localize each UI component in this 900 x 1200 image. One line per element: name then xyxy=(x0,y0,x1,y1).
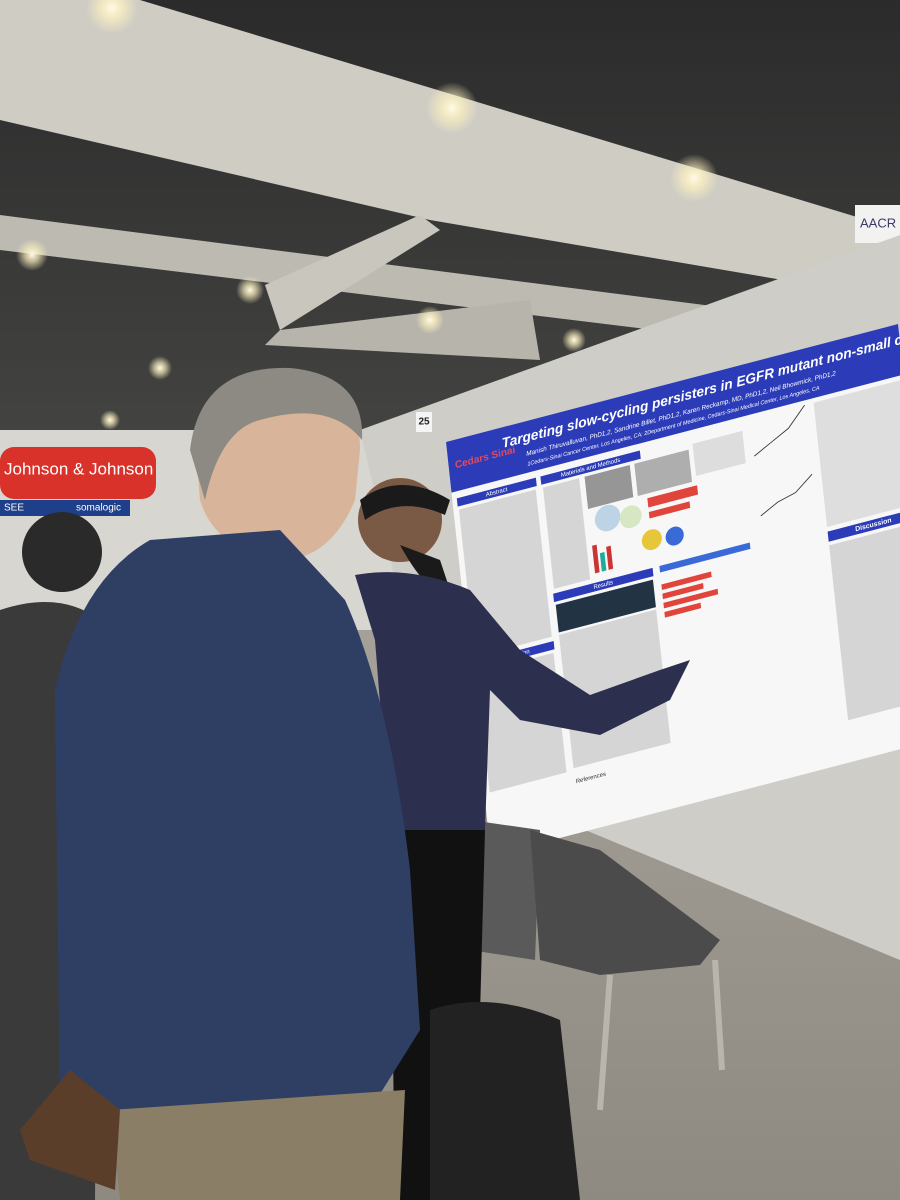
presenter-shirt xyxy=(355,572,690,830)
chair-leg xyxy=(597,974,613,1111)
ceiling-beam xyxy=(0,0,900,300)
chair xyxy=(470,820,540,960)
sponsor-text: Johnson & Johnson xyxy=(4,459,153,478)
visitor-jacket xyxy=(55,530,420,1120)
sponsor-text: SEE xyxy=(4,503,24,514)
sponsor-banner xyxy=(0,500,130,516)
board-number-card xyxy=(416,412,432,432)
board-number: 25 xyxy=(418,417,430,428)
backpack xyxy=(430,1002,580,1200)
person-head xyxy=(22,512,102,592)
chair xyxy=(530,830,720,975)
section-header xyxy=(553,567,654,603)
aacr-sign xyxy=(855,205,900,243)
poster-figures xyxy=(584,404,813,618)
ceiling-beam xyxy=(265,215,440,330)
presenter-hair xyxy=(360,485,450,520)
folder xyxy=(20,1070,120,1190)
section-title: Results xyxy=(593,580,613,591)
section-title: Abstract xyxy=(486,487,508,499)
section-header xyxy=(827,508,900,542)
chair-leg xyxy=(712,959,725,1071)
sponsor-text: somalogic xyxy=(76,503,121,514)
ceiling-lights xyxy=(16,0,718,430)
visitor-hair xyxy=(190,367,363,500)
ceiling-beam xyxy=(265,300,540,360)
sponsor-sign xyxy=(0,447,156,499)
aacr-text: AACR xyxy=(860,215,896,230)
section-header xyxy=(456,477,537,507)
poster-header xyxy=(446,323,900,493)
visitor-trousers xyxy=(110,1090,405,1200)
section-header xyxy=(540,450,641,485)
